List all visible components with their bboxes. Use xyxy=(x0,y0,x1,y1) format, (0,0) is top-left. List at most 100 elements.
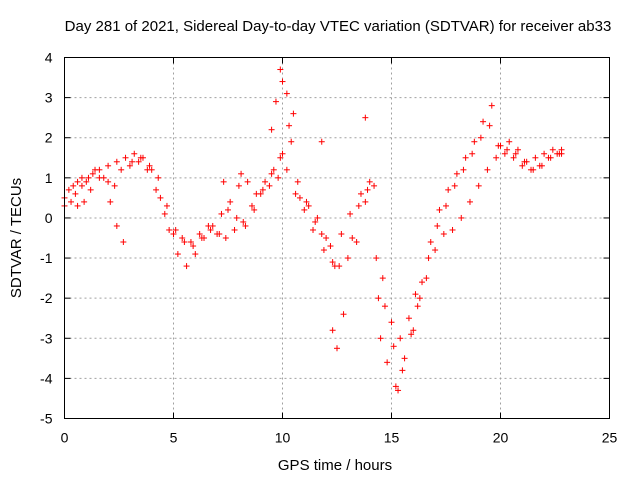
data-point-track-a xyxy=(471,138,478,145)
data-point-track-a xyxy=(157,194,164,201)
data-point-track-c xyxy=(85,174,92,181)
data-point-track-b xyxy=(161,210,168,217)
data-point-track-c xyxy=(251,206,258,213)
data-point-track-c xyxy=(486,122,493,129)
data-point-track-b xyxy=(493,154,500,161)
data-point-outliers xyxy=(395,387,402,394)
data-point-track-c xyxy=(530,166,537,173)
data-point-track-a xyxy=(401,355,408,362)
data-point-track-c xyxy=(107,198,114,205)
data-point-track-c xyxy=(416,295,423,302)
data-point-track-c xyxy=(556,150,563,157)
x-tick-label: 0 xyxy=(61,430,69,446)
data-point-track-b xyxy=(414,303,421,310)
data-point-track-b xyxy=(187,239,194,246)
data-point-track-b xyxy=(205,222,212,229)
data-point-track-c xyxy=(120,239,127,246)
data-point-track-b xyxy=(344,255,351,262)
data-point-track-c xyxy=(451,182,458,189)
data-point-track-c xyxy=(443,202,449,209)
data-point-outliers xyxy=(220,178,227,185)
data-point-track-b xyxy=(292,190,299,197)
data-point-track-c xyxy=(408,331,415,338)
data-point-track-c xyxy=(207,226,214,233)
data-points xyxy=(61,66,565,394)
data-point-track-c xyxy=(233,214,240,221)
data-point-track-b xyxy=(275,174,282,181)
data-point-track-a xyxy=(218,210,225,217)
y-tick-label: -2 xyxy=(40,290,53,306)
data-point-track-b xyxy=(81,198,88,205)
data-point-track-a xyxy=(305,202,312,209)
data-point-track-c xyxy=(146,162,153,169)
data-point-track-a xyxy=(357,190,364,197)
data-point-track-c xyxy=(129,158,136,165)
data-point-outliers xyxy=(377,335,384,342)
data-point-track-b xyxy=(170,230,177,237)
data-point-track-a xyxy=(244,178,251,185)
data-point-track-a xyxy=(235,182,242,189)
x-tick-label: 25 xyxy=(602,430,618,446)
data-point-track-a xyxy=(375,295,382,302)
y-tick-label: -3 xyxy=(40,330,53,346)
data-point-track-a xyxy=(323,235,330,241)
data-point-track-a xyxy=(488,102,495,109)
data-point-track-b xyxy=(105,178,112,185)
data-point-track-a xyxy=(419,279,426,286)
data-point-track-b xyxy=(231,226,238,233)
data-point-track-c xyxy=(286,122,293,129)
data-point-track-b xyxy=(336,263,343,270)
x-tick-label: 15 xyxy=(384,430,400,446)
data-point-track-c xyxy=(469,150,476,157)
data-point-track-c xyxy=(373,255,380,262)
data-point-track-b xyxy=(466,198,473,205)
data-point-track-a xyxy=(532,154,539,161)
data-point-track-a xyxy=(288,138,295,145)
data-point-track-c xyxy=(190,243,197,250)
data-point-track-a xyxy=(445,186,452,193)
data-point-track-c xyxy=(495,142,502,149)
data-point-track-b xyxy=(449,226,456,233)
y-axis-label: SDTVAR / TECUs xyxy=(8,178,25,298)
data-point-track-b xyxy=(388,319,395,326)
data-point-track-a xyxy=(349,235,356,241)
data-point-track-a xyxy=(453,170,460,177)
data-point-track-c xyxy=(399,367,406,374)
data-point-track-b xyxy=(432,247,439,254)
data-point-track-a xyxy=(227,198,234,205)
data-point-track-a xyxy=(122,154,129,161)
data-point-track-a xyxy=(514,146,521,153)
data-point-track-b xyxy=(458,214,465,221)
data-point-track-c xyxy=(320,247,327,254)
data-point-track-a xyxy=(78,174,85,181)
data-point-track-b xyxy=(301,206,308,213)
y-tick-label: -4 xyxy=(40,370,53,386)
data-point-track-c xyxy=(538,162,545,169)
data-point-track-b xyxy=(405,315,412,322)
data-point-track-a xyxy=(541,150,548,157)
data-point-track-c xyxy=(92,166,99,173)
data-point-outliers xyxy=(268,126,275,133)
data-point-track-c xyxy=(425,255,432,262)
data-point-track-b xyxy=(397,335,404,342)
y-tick-label: 0 xyxy=(45,210,53,226)
data-point-track-c xyxy=(277,154,284,161)
data-point-track-a xyxy=(366,178,373,185)
data-point-track-b xyxy=(153,186,160,193)
data-point-track-b xyxy=(87,186,94,193)
data-point-outliers xyxy=(362,114,369,121)
data-point-track-b xyxy=(353,239,360,246)
data-point-track-a xyxy=(462,154,469,161)
data-point-track-a xyxy=(314,214,321,221)
data-point-track-a xyxy=(410,327,417,334)
data-point-track-c xyxy=(364,186,371,193)
data-point-track-b xyxy=(74,202,81,209)
x-tick-label: 20 xyxy=(493,430,509,446)
data-point-track-c xyxy=(198,235,205,241)
data-point-track-c xyxy=(460,166,467,173)
y-tick-label: -5 xyxy=(40,411,53,427)
data-point-track-b xyxy=(68,198,75,205)
data-point-outliers xyxy=(238,170,245,177)
x-axis-label: GPS time / hours xyxy=(278,457,392,474)
data-point-track-c xyxy=(225,206,231,213)
